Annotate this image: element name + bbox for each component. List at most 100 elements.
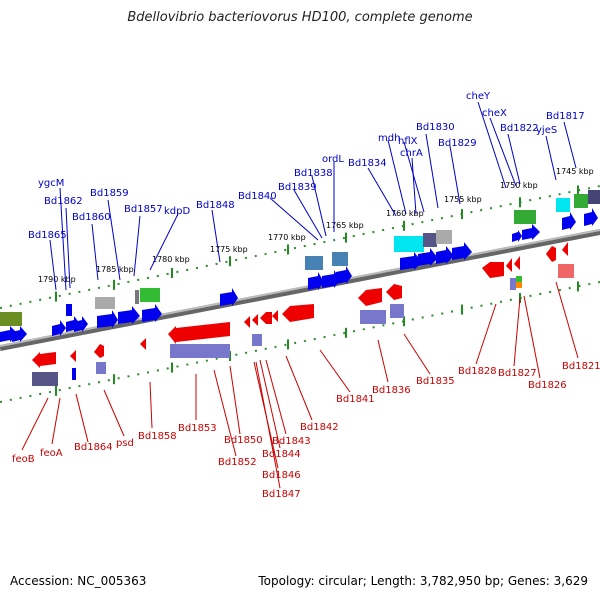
forward-gene-label: ordL (322, 154, 344, 165)
forward-gene-label: Bd1834 (348, 158, 387, 169)
gene-arrow (12, 326, 27, 342)
gene-arrow (336, 266, 352, 284)
gene-arrow (142, 304, 162, 322)
forward-gene-label: mdh (378, 133, 400, 144)
gene-block (558, 264, 574, 278)
gene-arrow (562, 212, 576, 230)
gene-arrow (74, 316, 88, 332)
gene-arrow (512, 230, 522, 242)
gene-block (305, 256, 323, 270)
kbp-tick (403, 220, 405, 231)
reverse-gene-label: Bd1864 (74, 442, 113, 453)
kbp-tick (345, 327, 347, 338)
gene-arrow (272, 310, 278, 322)
genome-title: Bdellovibrio bacteriovorus HD100, comple… (127, 10, 473, 25)
forward-gene-label: cheY (466, 91, 491, 102)
reverse-gene-label: Bd1836 (372, 385, 411, 396)
forward-gene-label: Bd1817 (546, 111, 585, 122)
kbp-tick (403, 316, 405, 327)
major-ticks (55, 185, 579, 396)
gene-block (72, 368, 76, 380)
gene-arrow (522, 224, 540, 240)
reverse-gene-label: Bd1841 (336, 394, 375, 405)
reverse-genes (32, 242, 574, 386)
kbp-tick (171, 268, 173, 279)
kbp-tick (171, 362, 173, 373)
kbp-label: 1775 kbp (210, 245, 248, 254)
gene-arrow (252, 314, 258, 326)
forward-gene-labels: ygcM Bd1862 Bd1865 Bd1860 Bd1859 Bd1857 kdpD Bd… (28, 91, 585, 241)
reverse-gene-label: Bd1821 (562, 361, 600, 372)
gene-arrow (52, 320, 66, 336)
forward-gene-label: Bd1859 (90, 188, 129, 199)
gene-block (360, 310, 386, 324)
reverse-gene-label: Bd1843 (272, 436, 311, 447)
gene-arrow (418, 248, 438, 266)
reverse-gene-label: Bd1852 (218, 457, 257, 468)
kbp-labels: 1790 kbp 1785 kbp 1780 kbp 1775 kbp 1770 kbp… (38, 167, 594, 284)
kbp-label: 1755 kbp (444, 195, 482, 204)
forward-gene-label: Bd1862 (44, 196, 83, 207)
gene-arrow (452, 242, 472, 260)
gene-block (170, 344, 230, 358)
forward-gene-label: Bd1830 (416, 122, 455, 133)
reverse-gene-label: Bd1835 (416, 376, 455, 387)
reverse-gene-label: Bd1827 (498, 368, 537, 379)
gene-block (436, 230, 452, 244)
gene-block (252, 334, 262, 346)
gene-arrow (282, 304, 314, 322)
gene-block (66, 304, 72, 316)
gene-arrow (322, 270, 340, 288)
kbp-tick (461, 209, 463, 220)
forward-gene-label: Bd1822 (500, 123, 539, 134)
gene-block (516, 282, 522, 288)
gene-block (390, 304, 404, 318)
gene-arrow (514, 256, 520, 270)
forward-gene-label: chrA (400, 148, 423, 159)
gene-block (423, 233, 437, 247)
gene-block (510, 278, 516, 290)
gene-arrow (168, 322, 230, 344)
gene-arrow (308, 272, 324, 290)
accession-label: Accession: NC_005363 (10, 574, 147, 588)
gene-arrow (220, 288, 238, 306)
kbp-tick (287, 339, 289, 350)
forward-gene-label: yjeS (536, 125, 557, 136)
gene-arrow (436, 246, 454, 264)
forward-gene-label: Bd1839 (278, 182, 317, 193)
forward-gene-label: Bd1865 (28, 230, 67, 241)
kbp-tick (113, 374, 115, 385)
kbp-tick (577, 185, 579, 196)
reverse-leader-lines (21, 281, 579, 489)
gene-arrow (260, 312, 272, 324)
kbp-tick (55, 291, 57, 302)
gene-arrow (506, 258, 512, 272)
kbp-label: 1765 kbp (326, 221, 364, 230)
forward-leader-lines (49, 101, 577, 291)
gene-block (95, 297, 115, 309)
gene-arrow (386, 284, 402, 300)
kbp-label: 1790 kbp (38, 275, 76, 284)
gene-arrow (32, 352, 56, 368)
forward-gene-label: Bd1857 (124, 204, 163, 215)
gene-block (96, 362, 106, 374)
reverse-gene-label: Bd1842 (300, 422, 339, 433)
forward-gene-label: ygcM (38, 178, 64, 189)
gene-block (135, 290, 139, 304)
gene-block (0, 312, 22, 326)
gene-block (588, 190, 600, 204)
gene-arrow (400, 252, 422, 270)
upper-scale-track (0, 185, 600, 309)
kbp-tick (55, 385, 57, 396)
kbp-tick (519, 197, 521, 208)
forward-gene-label: Bd1838 (294, 168, 333, 179)
gene-arrow (97, 310, 118, 328)
kbp-label: 1760 kbp (386, 209, 424, 218)
gene-arrow (140, 338, 146, 350)
kbp-tick (229, 256, 231, 267)
reverse-gene-label: Bd1850 (224, 435, 263, 446)
gene-block (516, 276, 522, 282)
gene-block (140, 288, 160, 302)
gene-block (556, 198, 570, 212)
